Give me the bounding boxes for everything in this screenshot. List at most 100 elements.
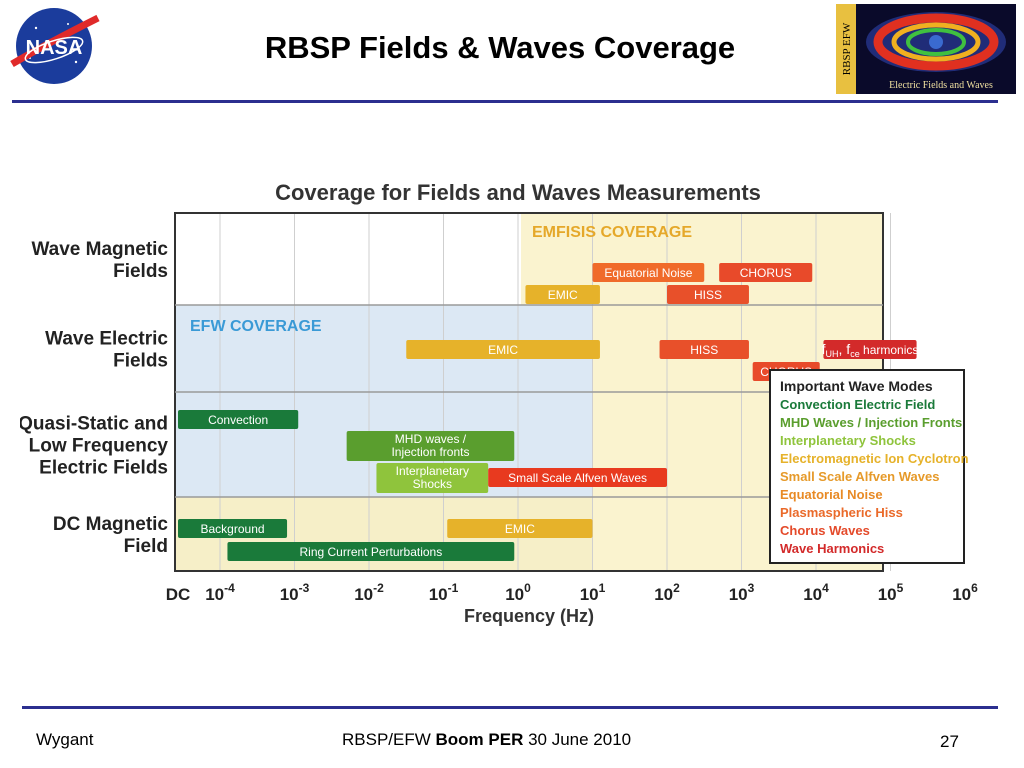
legend-item: Chorus Waves <box>780 523 870 538</box>
row-label-line: Low Frequency <box>29 436 169 457</box>
footer-project: RBSP/EFW <box>342 730 436 749</box>
legend-item: Convection Electric Field <box>780 397 935 412</box>
x-axis-label: Frequency (Hz) <box>464 606 594 626</box>
bar-rect <box>667 285 749 304</box>
page-number: 27 <box>940 732 959 751</box>
efw-logo-side-text: RBSP EFW <box>841 22 853 75</box>
row-label-line: Quasi-Static and <box>20 414 168 435</box>
x-tick-label: 106 <box>952 581 978 604</box>
x-tick-label: 103 <box>729 581 755 604</box>
coverage-diagram: Coverage for Fields and Waves Measuremen… <box>20 180 978 626</box>
legend-item: Interplanetary Shocks <box>780 433 916 448</box>
wave-mode-bar: EMIC <box>525 285 600 304</box>
wave-mode-bar: EMIC <box>406 340 600 359</box>
bar-rect <box>823 340 917 359</box>
nasa-logo: NASA <box>10 8 100 84</box>
bar-rect <box>659 340 749 359</box>
legend-title: Important Wave Modes <box>780 378 933 394</box>
bar-label: HISS <box>690 343 718 357</box>
title-divider <box>12 100 998 103</box>
bar-rect <box>376 463 489 493</box>
wave-mode-bars: Equatorial Noise CHORUS EMIC HISS EMIC HISS fU… <box>178 263 918 561</box>
bar-label: Ring Current Perturbations <box>299 545 442 559</box>
x-tick-label: 100 <box>505 581 531 604</box>
footer-review: Boom PER <box>435 730 524 749</box>
x-tick-label: 104 <box>803 581 829 604</box>
bar-label: EMIC <box>488 343 518 357</box>
legend-item: Wave Harmonics <box>780 541 884 556</box>
wave-mode-bar: MHD waves /Injection fronts <box>346 431 515 461</box>
wave-mode-bar: Background <box>178 519 288 538</box>
bar-label: Shocks <box>413 477 452 491</box>
bar-rect <box>346 431 515 461</box>
row-label-line: Wave Magnetic <box>31 239 168 260</box>
bar-label: Injection fronts <box>391 445 469 459</box>
legend-item: Small Scale Alfven Waves <box>780 469 939 484</box>
footer-divider <box>22 706 998 709</box>
wave-mode-bar: CHORUS <box>719 263 813 282</box>
bar-label: Convection <box>208 413 268 427</box>
bar-label: Interplanetary <box>396 464 469 478</box>
wave-mode-bar: Ring Current Perturbations <box>227 542 515 561</box>
legend-item: Plasmaspheric Hiss <box>780 505 903 520</box>
bar-rect <box>227 542 515 561</box>
bar-label: EMIC <box>505 522 535 536</box>
bar-label: MHD waves / <box>395 432 467 446</box>
nasa-logo-text: NASA <box>26 37 83 59</box>
bar-label: Equatorial Noise <box>604 266 692 280</box>
bar-rect <box>488 468 667 487</box>
x-tick-label: 105 <box>878 581 904 604</box>
row-dividers <box>175 304 883 498</box>
row-label-line: Fields <box>113 351 168 372</box>
footer-center: RBSP/EFW Boom PER 30 June 2010 <box>342 730 631 750</box>
wave-mode-bar: HISS <box>667 285 749 304</box>
efw-logo-caption: Electric Fields and Waves <box>889 80 993 91</box>
legend-item: Equatorial Noise <box>780 487 883 502</box>
bar-label: CHORUS <box>740 266 792 280</box>
bar-rect <box>719 263 813 282</box>
bar-label: fUH, fce harmonics <box>822 341 919 359</box>
x-tick-label: 10-2 <box>354 581 384 604</box>
slide-title: RBSP Fields & Waves Coverage <box>264 30 736 65</box>
emfisis-coverage-label: EMFISIS COVERAGE <box>532 224 692 241</box>
wave-mode-bar: Convection <box>178 410 299 429</box>
bar-rect <box>406 340 600 359</box>
row-label-line: DC Magnetic <box>53 514 169 535</box>
x-tick-label: DC <box>166 585 191 604</box>
wave-mode-bar: EMIC <box>447 519 593 538</box>
x-tick-label: 10-4 <box>205 581 235 604</box>
efw-coverage-label: EFW COVERAGE <box>190 318 322 335</box>
x-tick-label: 10-1 <box>429 581 459 604</box>
wave-mode-bar: Small Scale Alfven Waves <box>488 468 667 487</box>
bar-rect <box>178 410 299 429</box>
bar-label: HISS <box>694 288 722 302</box>
wave-mode-bar: Equatorial Noise <box>592 263 705 282</box>
footer-date: 30 June 2010 <box>523 730 632 749</box>
bar-label: Small Scale Alfven Waves <box>508 471 647 485</box>
row-label-line: Fields <box>113 261 168 282</box>
bar-rect <box>447 519 593 538</box>
bar-rect <box>592 263 705 282</box>
bar-label: EMIC <box>548 288 578 302</box>
legend: Important Wave Modes Convection Electric … <box>769 369 969 564</box>
x-tick-labels: DC 10-4 10-3 10-2 10-1 100 101 102 103 104 105 106 <box>166 581 978 604</box>
x-tick-label: 10-3 <box>280 581 310 604</box>
row-label-line: Wave Electric <box>45 329 168 350</box>
legend-item: Electromagnetic Ion Cyclotron <box>780 451 969 466</box>
bar-rect <box>178 519 288 538</box>
diagram-title: Coverage for Fields and Waves Measuremen… <box>275 180 761 205</box>
bar-rect <box>525 285 600 304</box>
row-label-line: Electric Fields <box>39 458 168 479</box>
efw-logo: RBSP EFW Electric Fields and Waves <box>836 4 1016 94</box>
x-tick-label: 101 <box>580 581 606 604</box>
footer-author: Wygant <box>36 730 94 749</box>
bar-label: Background <box>201 522 265 536</box>
row-label-line: Field <box>124 536 168 557</box>
legend-box <box>769 369 965 564</box>
legend-item: MHD Waves / Injection Fronts <box>780 415 962 430</box>
wave-mode-bar: HISS <box>659 340 749 359</box>
x-tick-label: 102 <box>654 581 680 604</box>
wave-mode-bar: fUH, fce harmonics <box>822 340 919 359</box>
